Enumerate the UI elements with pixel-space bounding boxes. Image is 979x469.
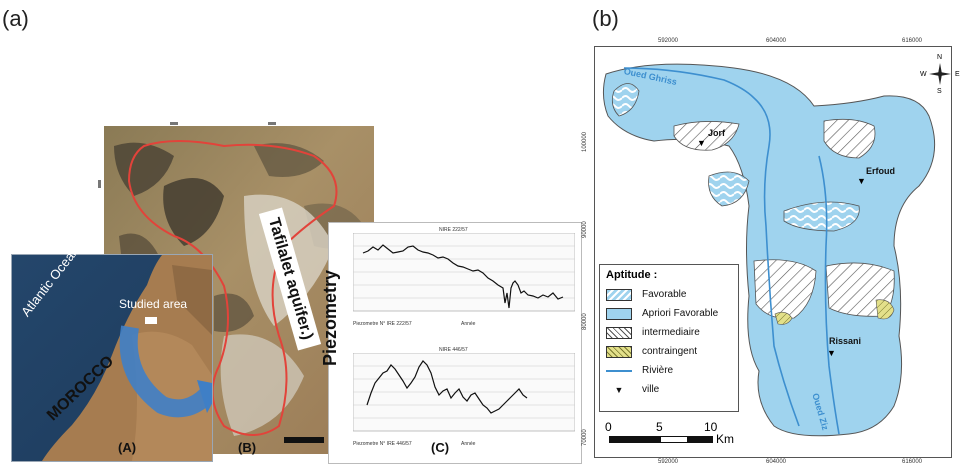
town-jorf: Jorf: [708, 128, 726, 138]
chart1-xlabel: Année: [461, 321, 476, 327]
legend-label: Rivière: [642, 365, 674, 376]
map-legend: Aptitude : Favorable Apriori Favorable i…: [599, 264, 739, 412]
river-line: [623, 67, 800, 427]
left-coord-4: 70000: [582, 429, 588, 446]
scale-tick-0: 0: [605, 420, 612, 434]
chart2-title: NIRE 446/57: [439, 347, 468, 353]
top-coord-2: 604000: [766, 38, 787, 44]
intermediaire-zone: [673, 121, 740, 151]
town-icon: ▼: [857, 176, 866, 186]
river-line: [818, 155, 840, 435]
panel-b-label: (b): [592, 6, 619, 31]
legend-label: Apriori Favorable: [642, 308, 719, 319]
compass-s: S: [937, 88, 942, 95]
chart1-title: NIRE 222/57: [439, 227, 468, 233]
piezometry-graphs: NIRE 222/57 Piezometre N° IRE 222/57 Ann…: [328, 222, 582, 464]
legend-swatch-favorable: [606, 288, 632, 301]
compass-rose-icon: [928, 62, 952, 86]
bottom-coord-1: 592000: [658, 459, 679, 465]
left-coord-3: 80000: [582, 313, 588, 330]
town-icon: ▼: [827, 348, 836, 358]
favorable-zone: [783, 201, 860, 232]
legend-item-apriori: Apriori Favorable: [606, 304, 732, 323]
morocco-inset-map: [11, 254, 213, 462]
legend-swatch-contraingent: [606, 345, 632, 358]
compass-w: W: [920, 71, 927, 78]
bottom-coord-2: 604000: [766, 459, 787, 465]
intermediaire-zone: [823, 118, 876, 159]
legend-label: ville: [642, 384, 660, 395]
town-rissani: Rissani: [829, 336, 862, 346]
legend-swatch-intermediaire: [606, 326, 632, 339]
scale-unit: Km: [716, 432, 734, 446]
contraingent-zone: [774, 311, 793, 325]
town-icon: ▼: [697, 138, 706, 148]
morocco-map-graphic: [12, 255, 212, 461]
legend-item-riviere: Rivière: [606, 361, 732, 380]
inset-A-label: (A): [118, 440, 137, 455]
legend-item-contraingent: contraingent: [606, 342, 732, 361]
piezometry-chart-2: [353, 353, 575, 432]
town-erfoud: Erfoud: [866, 166, 895, 176]
chart2-xlabel: Année: [461, 441, 476, 447]
legend-label: Favorable: [642, 289, 687, 300]
left-coord-2: 90000: [582, 221, 588, 238]
tick-marker: [170, 122, 178, 125]
bottom-coord-3: 616000: [902, 459, 923, 465]
legend-item-favorable: Favorable: [606, 285, 732, 304]
inset-B-label: (B): [238, 440, 257, 455]
top-coord-1: 592000: [658, 38, 679, 44]
legend-swatch-apriori: [606, 307, 632, 320]
aquifer-outline: [127, 140, 338, 436]
legend-item-intermediaire: intermediaire: [606, 323, 732, 342]
top-coord-3: 616000: [902, 38, 923, 44]
panel-a-label: (a): [2, 6, 29, 31]
scale-tick-10: 10: [704, 420, 718, 434]
scale-bar: [609, 436, 713, 443]
legend-swatch-riviere: [606, 369, 632, 372]
scale-tick-5: 5: [656, 420, 663, 434]
legend-item-ville: ▼ ville: [606, 380, 732, 399]
piezometry-label: Piezometry: [320, 269, 340, 366]
ville-icon: ▼: [614, 384, 624, 395]
left-coord-1: 100000: [582, 131, 588, 152]
chart1-footer: Piezometre N° IRE 222/57: [353, 321, 412, 327]
compass-e: E: [955, 71, 960, 78]
tick-marker: [98, 180, 101, 188]
favorable-zone: [708, 171, 750, 207]
legend-label: intermediaire: [642, 327, 700, 338]
contraingent-zone: [875, 299, 895, 320]
studied-area-label: Studied area: [119, 297, 188, 311]
inset-C-label: (C): [431, 440, 450, 455]
compass-n: N: [937, 54, 943, 61]
piezometry-chart-1: [353, 233, 575, 312]
legend-label: contraingent: [642, 346, 698, 357]
chart2-footer: Piezometre N° IRE 446/57: [353, 441, 412, 447]
tick-marker: [268, 122, 276, 125]
legend-title: Aptitude :: [606, 269, 658, 281]
favorable-zone: [611, 83, 640, 117]
aptitude-map: [602, 63, 936, 437]
